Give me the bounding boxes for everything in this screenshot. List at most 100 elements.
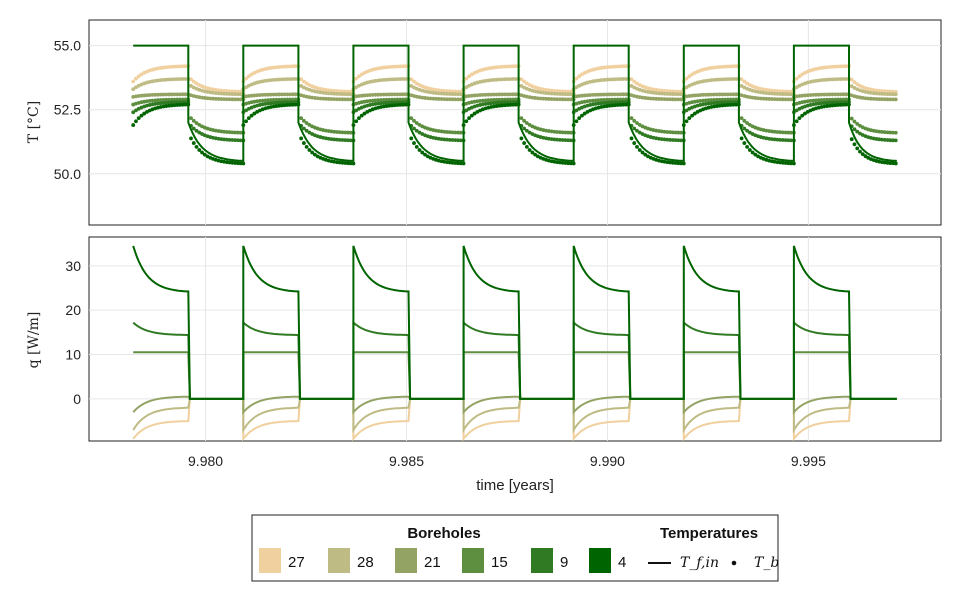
tb-point [607, 103, 612, 108]
tb-point [497, 65, 502, 69]
tb-point [607, 77, 612, 82]
tb-point [494, 65, 499, 70]
tb-point [830, 92, 835, 97]
tb-point [662, 137, 667, 142]
tb-point [560, 92, 565, 96]
tb-point [786, 97, 791, 102]
tb-point [640, 150, 645, 155]
tb-point [175, 100, 180, 105]
tb-point [687, 94, 692, 98]
tfin-line [133, 44, 897, 162]
tb-point [436, 88, 441, 93]
tb-point [332, 91, 337, 96]
tb-point [893, 130, 898, 135]
tb-point [343, 92, 348, 97]
tb-point [329, 97, 334, 101]
tb-point [684, 119, 689, 124]
tb-point [836, 103, 840, 107]
tb-point [409, 84, 414, 88]
tb-point [582, 93, 587, 98]
tb-point [555, 137, 560, 142]
tb-point [673, 97, 678, 102]
tb-point [571, 161, 576, 166]
tb-point [882, 92, 887, 96]
tb-point [676, 92, 681, 97]
tb-point [662, 88, 667, 93]
tb-point [629, 116, 634, 121]
tb-point [502, 97, 507, 102]
tb-point [357, 94, 361, 98]
tb-point [227, 130, 232, 135]
tb-point [489, 101, 493, 106]
tb-point [544, 91, 549, 95]
tb-point [304, 121, 309, 125]
tb-point [401, 64, 405, 69]
tb-point [194, 128, 199, 133]
tb-point [475, 99, 480, 104]
tb-point [880, 97, 884, 102]
tb-point [725, 64, 730, 69]
tb-point [690, 72, 694, 77]
tb-point [255, 99, 259, 104]
tb-point [222, 137, 226, 142]
tb-point [659, 97, 664, 101]
tb-point [725, 103, 730, 107]
tb-point [266, 92, 271, 97]
tb-point [238, 130, 243, 135]
tb-point [695, 93, 700, 98]
tb-point [613, 92, 617, 97]
tb-point [775, 97, 780, 102]
tb-point [524, 128, 529, 133]
tb-point [681, 161, 686, 166]
tb-point [200, 95, 204, 100]
tb-point [769, 137, 774, 142]
tb-point [442, 137, 447, 142]
tb-point [219, 129, 224, 134]
tb-point [442, 91, 447, 96]
tb-point [136, 74, 141, 79]
tb-point [530, 95, 535, 100]
tb-point [436, 91, 441, 96]
tb-point [844, 100, 849, 104]
tb-point [508, 64, 513, 69]
tb-point [615, 77, 620, 82]
tb-point [164, 100, 169, 105]
tb-point [387, 97, 392, 102]
tb-point [167, 65, 171, 69]
tb-point [142, 111, 147, 116]
tb-point [533, 96, 538, 100]
tb-point [778, 130, 783, 135]
tb-point [401, 97, 405, 102]
tb-point [679, 161, 683, 166]
tb-point [324, 96, 328, 101]
tb-point [668, 160, 672, 165]
tb-point [395, 103, 400, 107]
tb-point [164, 97, 169, 102]
tb-point [489, 78, 493, 83]
tb-point [246, 116, 251, 121]
y-tick-label: 52.5 [54, 102, 81, 118]
tb-point [712, 98, 716, 102]
legend-swatch-27 [259, 548, 281, 573]
tb-point [379, 98, 383, 102]
tb-point [750, 150, 755, 155]
tb-point [783, 138, 788, 143]
tb-point [395, 77, 400, 82]
tb-point [604, 77, 609, 82]
tb-point [313, 96, 317, 100]
y-tick-label: 55.0 [54, 38, 81, 54]
tb-point [183, 100, 188, 104]
x-tick-label: 9.990 [590, 453, 625, 469]
tb-point [230, 160, 235, 165]
tb-point [161, 65, 166, 70]
tb-point [814, 92, 818, 97]
tb-point [624, 64, 628, 69]
tb-point [230, 138, 235, 142]
tb-point [150, 93, 155, 97]
tb-point [387, 92, 392, 97]
tb-point [596, 101, 601, 106]
tb-point [838, 97, 843, 102]
tb-point [891, 130, 895, 135]
tb-point [266, 101, 271, 106]
tb-point [527, 148, 532, 152]
